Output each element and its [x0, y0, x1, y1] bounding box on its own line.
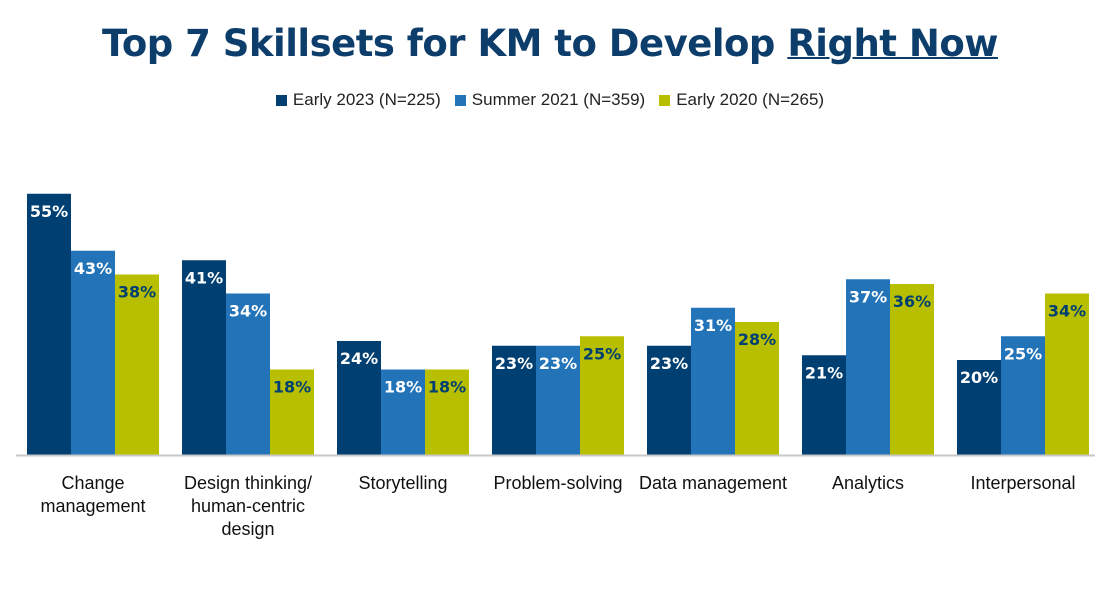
data-label: 20%	[960, 368, 998, 387]
data-label: 28%	[738, 330, 776, 349]
legend-swatch	[659, 94, 671, 106]
data-label: 18%	[273, 378, 311, 397]
bar	[492, 345, 536, 455]
bar	[381, 369, 425, 455]
data-label: 23%	[495, 354, 533, 373]
data-label: 18%	[428, 378, 466, 397]
bar	[71, 250, 115, 455]
category-label: Storytelling	[358, 473, 448, 493]
legend: Early 2023 (N=225) Summer 2021 (N=359) Ear…	[0, 90, 1100, 110]
bar	[270, 369, 314, 455]
data-label: 25%	[583, 344, 621, 363]
legend-swatch	[275, 94, 287, 106]
bar	[226, 293, 270, 455]
bar	[425, 369, 469, 455]
bar	[1001, 336, 1045, 455]
title-text: Top 7 Skillsets for KM to Develop	[102, 22, 775, 65]
data-label: 24%	[340, 349, 378, 368]
legend-swatch	[454, 94, 466, 106]
category-label: Analytics	[831, 473, 905, 493]
data-label: 25%	[1004, 344, 1042, 363]
bar	[182, 260, 226, 455]
legend-item: Early 2023 (N=225)	[275, 90, 441, 110]
legend-item: Summer 2021 (N=359)	[454, 90, 646, 110]
bar	[337, 341, 381, 455]
category-label: Data management	[638, 473, 788, 493]
category-label: Design thinking/ human-centric design	[183, 473, 313, 539]
chart-title: Top 7 Skillsets for KM to Develop Right …	[0, 22, 1100, 65]
bar	[846, 279, 890, 455]
data-label: 36%	[893, 292, 931, 311]
data-label: 23%	[650, 354, 688, 373]
legend-item: Early 2020 (N=265)	[659, 90, 824, 110]
data-label: 18%	[384, 378, 422, 397]
category-label: Problem-solving	[493, 473, 623, 493]
data-label: 41%	[185, 268, 223, 287]
data-label: 21%	[805, 363, 843, 382]
category-label: Change management	[40, 473, 146, 516]
data-label: 38%	[118, 283, 156, 302]
bar	[647, 345, 691, 455]
data-label: 34%	[1048, 302, 1086, 321]
bar	[115, 274, 159, 455]
bar	[890, 284, 934, 455]
data-label: 34%	[229, 302, 267, 321]
bar	[802, 355, 846, 455]
bar	[27, 193, 71, 455]
bar	[536, 345, 580, 455]
category-label: Interpersonal	[970, 473, 1076, 493]
bar	[691, 307, 735, 455]
bar	[1045, 293, 1089, 455]
data-label: 37%	[849, 287, 887, 306]
legend-label: Summer 2021 (N=359)	[471, 90, 646, 109]
legend-label: Early 2023 (N=225)	[292, 90, 441, 109]
data-label: 23%	[539, 354, 577, 373]
bar	[580, 336, 624, 455]
data-label: 55%	[30, 202, 68, 221]
bar	[957, 360, 1001, 455]
data-label: 43%	[74, 259, 112, 278]
legend-label: Early 2020 (N=265)	[676, 90, 825, 109]
bar	[735, 322, 779, 455]
data-label: 31%	[694, 316, 732, 335]
title-emphasis: Right Now	[787, 22, 998, 65]
